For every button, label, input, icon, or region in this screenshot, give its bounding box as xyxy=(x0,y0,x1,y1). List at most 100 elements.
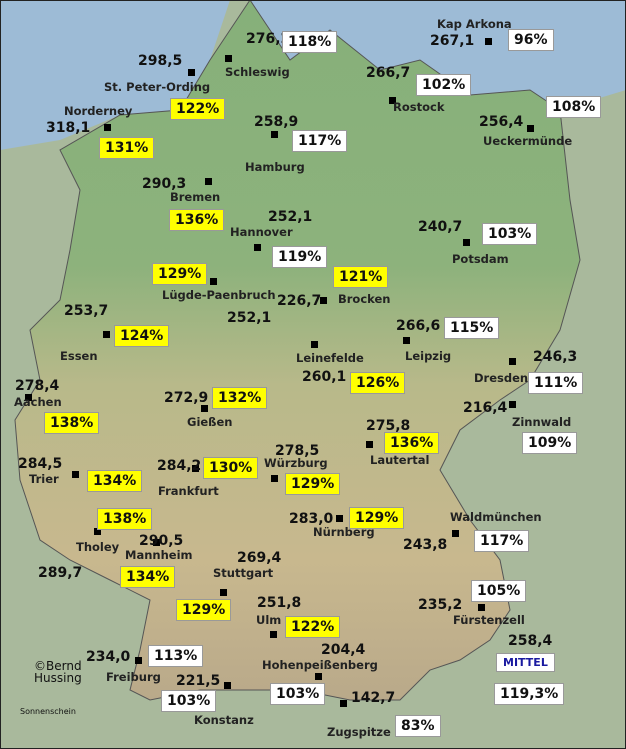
station-value: 278,4 xyxy=(15,378,60,394)
station-percent: 117% xyxy=(474,530,530,552)
station-marker xyxy=(201,405,208,412)
station-percent: 115% xyxy=(444,317,500,339)
station-percent: 129% xyxy=(349,507,405,529)
station-percent: 136% xyxy=(169,209,225,231)
station-name: Frankfurt xyxy=(158,484,219,498)
station-percent: 108% xyxy=(546,96,602,118)
station-percent: 130% xyxy=(203,457,259,479)
station-marker xyxy=(403,337,410,344)
station-name: Dresden xyxy=(474,371,529,385)
station-marker xyxy=(315,673,322,680)
station-value: 258,9 xyxy=(254,114,299,130)
station-value: 298,5 xyxy=(138,53,183,69)
station-name: Hannover xyxy=(230,225,293,239)
station-marker xyxy=(271,475,278,482)
station-name: Gießen xyxy=(187,415,233,429)
station-name: Zinnwald xyxy=(512,415,572,429)
station-name: Würzburg xyxy=(264,456,328,470)
station-percent: 103% xyxy=(161,690,217,712)
station-value: 252,1 xyxy=(268,209,313,225)
station-value: 252,1 xyxy=(227,310,272,326)
station-value: 278,5 xyxy=(275,443,320,459)
station-value: 283,0 xyxy=(289,511,334,527)
station-percent: 83% xyxy=(395,715,441,737)
station-name: Freiburg xyxy=(106,670,161,684)
station-value: 272,9 xyxy=(164,390,209,406)
station-value: 226,7 xyxy=(277,293,322,309)
mean-label: MITTEL xyxy=(496,653,555,672)
station-value: 260,1 xyxy=(302,369,347,385)
station-marker xyxy=(104,124,111,131)
station-name: Tholey xyxy=(76,540,120,554)
station-value: 290,3 xyxy=(142,176,187,192)
station-value: 276,2 xyxy=(246,31,291,47)
station-name: Potsdam xyxy=(452,252,509,266)
station-percent: 126% xyxy=(350,372,406,394)
station-name: Rostock xyxy=(393,100,445,114)
station-percent: 129% xyxy=(176,599,232,621)
station-marker xyxy=(389,97,396,104)
station-marker xyxy=(336,515,343,522)
station-value: 269,4 xyxy=(237,550,282,566)
station-name: Ulm xyxy=(256,613,282,627)
station-name: Lügde-Paenbruch xyxy=(162,288,276,302)
station-percent: 119% xyxy=(272,246,328,268)
station-percent: 113% xyxy=(148,645,204,667)
station-marker xyxy=(25,394,32,401)
station-percent: 134% xyxy=(87,470,143,492)
station-marker xyxy=(320,297,327,304)
station-value: 284,2 xyxy=(157,458,202,474)
station-value: 284,5 xyxy=(18,456,63,472)
station-name: Hohenpeißenberg xyxy=(262,658,378,672)
station-name: Schleswig xyxy=(225,65,290,79)
station-marker xyxy=(485,38,492,45)
station-marker xyxy=(463,239,470,246)
station-name: Bremen xyxy=(170,190,221,204)
station-name: Ueckermünde xyxy=(483,134,573,148)
station-marker xyxy=(72,471,79,478)
station-marker xyxy=(452,530,459,537)
station-marker xyxy=(188,69,195,76)
station-marker xyxy=(224,682,231,689)
station-value: 290,5 xyxy=(139,533,184,549)
station-percent: 134% xyxy=(120,566,176,588)
station-value: 221,5 xyxy=(176,673,221,689)
station-marker xyxy=(271,131,278,138)
station-value: 216,4 xyxy=(463,400,508,416)
station-value: 235,2 xyxy=(418,597,463,613)
station-name: Zugspitze xyxy=(327,725,391,739)
station-name: Leinefelde xyxy=(296,351,364,365)
station-name: Stuttgart xyxy=(213,566,274,580)
station-name: Nürnberg xyxy=(313,525,375,539)
station-value: 266,7 xyxy=(366,65,411,81)
station-marker xyxy=(220,589,227,596)
station-value: 204,4 xyxy=(321,642,366,658)
station-value: 253,7 xyxy=(64,303,109,319)
station-percent: 118% xyxy=(282,31,338,53)
station-value: 289,7 xyxy=(38,565,83,581)
station-percent: 124% xyxy=(114,325,170,347)
author-credit: ©Bernd Hussing xyxy=(34,659,82,685)
station-marker xyxy=(225,55,232,62)
station-value: 142,7 xyxy=(351,690,396,706)
station-marker xyxy=(94,528,101,535)
station-marker xyxy=(205,178,212,185)
subject-credit: Sonnenschein xyxy=(20,707,76,716)
station-marker xyxy=(366,441,373,448)
station-value: 251,8 xyxy=(257,595,302,611)
station-name: Kap Arkona xyxy=(437,17,512,31)
station-name: Brocken xyxy=(338,292,391,306)
station-percent: 117% xyxy=(292,130,348,152)
station-marker xyxy=(103,331,110,338)
station-marker xyxy=(478,604,485,611)
station-percent: 105% xyxy=(471,580,527,602)
station-name: Lautertal xyxy=(370,453,430,467)
station-percent: 129% xyxy=(152,263,208,285)
mean-value: 258,4 xyxy=(508,633,553,649)
station-percent: 129% xyxy=(285,473,341,495)
station-percent: 103% xyxy=(270,683,326,705)
station-percent: 103% xyxy=(482,223,538,245)
station-marker xyxy=(509,401,516,408)
station-percent: 136% xyxy=(384,432,440,454)
station-name: Mannheim xyxy=(125,548,193,562)
